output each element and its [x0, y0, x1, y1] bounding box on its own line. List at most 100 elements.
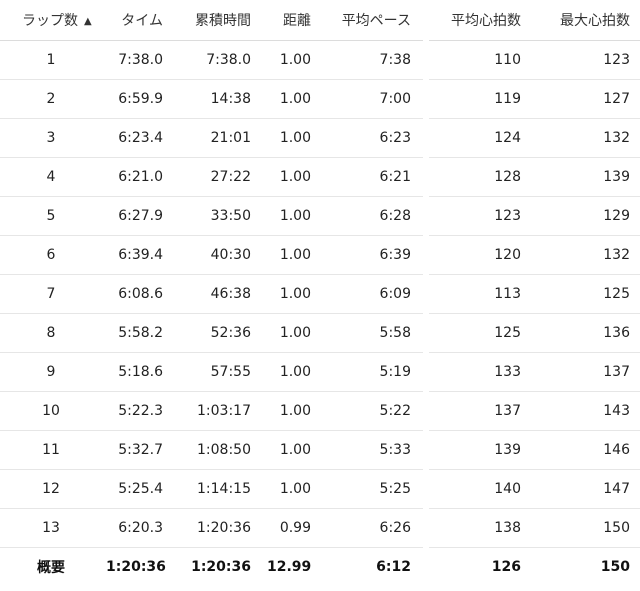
avg-pace-cell: 5:58 [323, 313, 426, 353]
max-hr-column-header[interactable]: 最大心拍数 [533, 0, 640, 41]
summary-cumulative-time: 1:20:36 [191, 559, 251, 575]
avg-pace-cell: 5:33 [323, 430, 426, 470]
max-hr-cell: 139 [533, 157, 640, 197]
avg-hr-cell: 125 [423, 313, 533, 353]
avg-pace-column-header[interactable]: 平均ペース [323, 0, 426, 41]
avg-pace-cell: 6:23 [323, 118, 426, 158]
lap-number-cell: 9 [0, 352, 102, 392]
lap-time-cell: 5:32.7 [102, 430, 175, 470]
distance-cell: 1.00 [263, 79, 323, 119]
distance-cell: 1.00 [263, 430, 323, 470]
max-hr-cell: 150 [533, 508, 640, 548]
cumulative-time-cell: 27:22 [175, 157, 263, 197]
avg-pace-cell: 6:39 [323, 235, 426, 275]
distance-cell: 1.00 [263, 352, 323, 392]
avg-pace-cell: 5:19 [323, 352, 426, 392]
lap-number-cell: 3 [0, 118, 102, 158]
max-hr-cell: 127 [533, 79, 640, 119]
distance-column-header[interactable]: 距離 [263, 0, 323, 41]
avg-pace-cell: 6:28 [323, 196, 426, 236]
lap-time-cell: 7:38.0 [102, 40, 175, 80]
cumulative-time-cell: 1:03:17 [175, 391, 263, 431]
avg-pace-cell: 6:26 [323, 508, 426, 548]
lap-row: 3 6:23.4 21:01 1.00 6:23 124 132 [0, 118, 640, 158]
header-row: ラップ数 ▲ タイム 累積時間 距離 平均ペース 平均心拍数 最大心拍数 [0, 0, 640, 41]
lap-number-cell: 10 [0, 391, 102, 431]
lap-row: 1 7:38.0 7:38.0 1.00 7:38 110 123 [0, 40, 640, 80]
summary-max-hr: 150 [600, 559, 630, 575]
lap-row: 10 5:22.3 1:03:17 1.00 5:22 137 143 [0, 391, 640, 431]
cumulative-time-cell: 52:36 [175, 313, 263, 353]
lap-row: 13 6:20.3 1:20:36 0.99 6:26 138 150 [0, 508, 640, 548]
lap-number-cell: 1 [0, 40, 102, 80]
lap-number-cell: 7 [0, 274, 102, 314]
avg-hr-cell: 140 [423, 469, 533, 509]
lap-row: 12 5:25.4 1:14:15 1.00 5:25 140 147 [0, 469, 640, 509]
table-header: ラップ数 ▲ タイム 累積時間 距離 平均ペース 平均心拍数 最大心拍数 [0, 0, 640, 41]
distance-cell: 0.99 [263, 508, 323, 548]
cumulative-time-cell: 1:14:15 [175, 469, 263, 509]
summary-avg-pace: 6:12 [376, 559, 411, 575]
cumulative-time-cell: 1:08:50 [175, 430, 263, 470]
lap-time-cell: 6:21.0 [102, 157, 175, 197]
lap-time-cell: 6:23.4 [102, 118, 175, 158]
avg-hr-cell: 137 [423, 391, 533, 431]
avg-hr-cell: 123 [423, 196, 533, 236]
cumulative-time-cell: 21:01 [175, 118, 263, 158]
distance-cell: 1.00 [263, 313, 323, 353]
avg-hr-cell: 120 [423, 235, 533, 275]
avg-hr-cell: 113 [423, 274, 533, 314]
avg-hr-cell: 133 [423, 352, 533, 392]
lap-number-cell: 13 [0, 508, 102, 548]
avg-hr-cell: 110 [423, 40, 533, 80]
lap-number-cell: 8 [0, 313, 102, 353]
distance-cell: 1.00 [263, 391, 323, 431]
lap-number-cell: 5 [0, 196, 102, 236]
max-hr-cell: 125 [533, 274, 640, 314]
avg-pace-cell: 5:25 [323, 469, 426, 509]
max-hr-cell: 136 [533, 313, 640, 353]
lap-time-cell: 6:59.9 [102, 79, 175, 119]
lap-time-cell: 5:22.3 [102, 391, 175, 431]
lap-row: 9 5:18.6 57:55 1.00 5:19 133 137 [0, 352, 640, 392]
time-column-header[interactable]: タイム [102, 0, 175, 41]
sort-ascending-icon: ▲ [84, 16, 92, 27]
lap-time-cell: 5:25.4 [102, 469, 175, 509]
lap-time-cell: 6:39.4 [102, 235, 175, 275]
lap-header-label: ラップ数 [22, 13, 78, 29]
lap-row: 11 5:32.7 1:08:50 1.00 5:33 139 146 [0, 430, 640, 470]
distance-cell: 1.00 [263, 196, 323, 236]
max-hr-cell: 123 [533, 40, 640, 80]
table-footer: 概要 1:20:36 1:20:36 12.99 6:12 126 150 [0, 547, 640, 586]
summary-time: 1:20:36 [106, 559, 166, 575]
lap-row: 4 6:21.0 27:22 1.00 6:21 128 139 [0, 157, 640, 197]
lap-time-cell: 5:18.6 [102, 352, 175, 392]
distance-cell: 1.00 [263, 235, 323, 275]
table-body: 1 7:38.0 7:38.0 1.00 7:38 110 123 2 6:59.9 14:38 1… [0, 40, 640, 548]
cumulative-time-cell: 1:20:36 [175, 508, 263, 548]
avg-pace-cell: 7:00 [323, 79, 426, 119]
max-hr-cell: 137 [533, 352, 640, 392]
avg-pace-cell: 7:38 [323, 40, 426, 80]
cumulative-time-column-header[interactable]: 累積時間 [175, 0, 263, 41]
lap-column-header[interactable]: ラップ数 ▲ [0, 0, 102, 41]
lap-row: 7 6:08.6 46:38 1.00 6:09 113 125 [0, 274, 640, 314]
distance-cell: 1.00 [263, 40, 323, 80]
lap-number-cell: 6 [0, 235, 102, 275]
lap-number-cell: 4 [0, 157, 102, 197]
avg-hr-cell: 128 [423, 157, 533, 197]
avg-pace-cell: 6:21 [323, 157, 426, 197]
avg-pace-cell: 6:09 [323, 274, 426, 314]
lap-row: 6 6:39.4 40:30 1.00 6:39 120 132 [0, 235, 640, 275]
max-hr-cell: 143 [533, 391, 640, 431]
avg-hr-cell: 124 [423, 118, 533, 158]
cumulative-time-cell: 40:30 [175, 235, 263, 275]
summary-row: 概要 1:20:36 1:20:36 12.99 6:12 126 150 [0, 547, 640, 586]
avg-hr-cell: 119 [423, 79, 533, 119]
lap-time-cell: 6:08.6 [102, 274, 175, 314]
max-hr-cell: 132 [533, 118, 640, 158]
distance-cell: 1.00 [263, 118, 323, 158]
lap-number-cell: 11 [0, 430, 102, 470]
avg-hr-column-header[interactable]: 平均心拍数 [423, 0, 533, 41]
